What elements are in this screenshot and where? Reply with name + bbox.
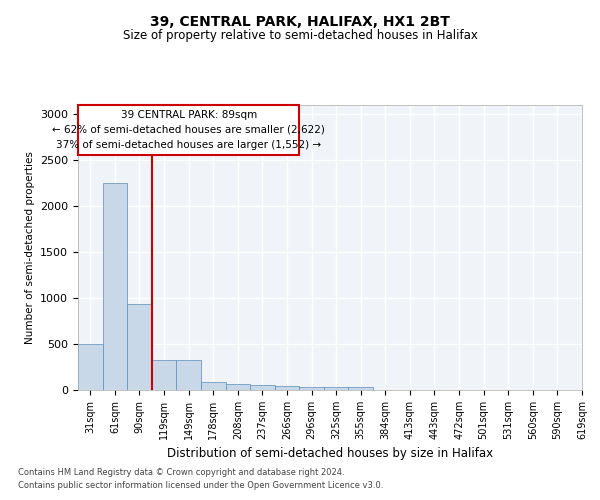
Bar (78, 344, 103, 390)
Bar (201, 382, 226, 390)
Bar (299, 387, 324, 390)
Text: Size of property relative to semi-detached houses in Halifax: Size of property relative to semi-detach… (122, 30, 478, 43)
Bar (250, 385, 275, 390)
Bar (127, 304, 152, 390)
Text: Contains HM Land Registry data © Crown copyright and database right 2024.: Contains HM Land Registry data © Crown c… (18, 468, 344, 477)
Y-axis label: Number of semi-detached properties: Number of semi-detached properties (25, 151, 35, 344)
Bar (152, 360, 176, 390)
Bar (324, 387, 349, 390)
X-axis label: Distribution of semi-detached houses by size in Halifax: Distribution of semi-detached houses by … (167, 448, 493, 460)
Text: 39 CENTRAL PARK: 89sqm
← 62% of semi-detached houses are smaller (2,622)
37% of : 39 CENTRAL PARK: 89sqm ← 62% of semi-det… (52, 110, 325, 150)
Bar (226, 384, 250, 390)
Bar (176, 360, 201, 390)
Text: 39, CENTRAL PARK, HALIFAX, HX1 2BT: 39, CENTRAL PARK, HALIFAX, HX1 2BT (150, 16, 450, 30)
Bar (103, 183, 127, 390)
Bar (275, 386, 299, 390)
FancyBboxPatch shape (78, 105, 299, 154)
Bar (349, 387, 373, 390)
Text: Contains public sector information licensed under the Open Government Licence v3: Contains public sector information licen… (18, 480, 383, 490)
